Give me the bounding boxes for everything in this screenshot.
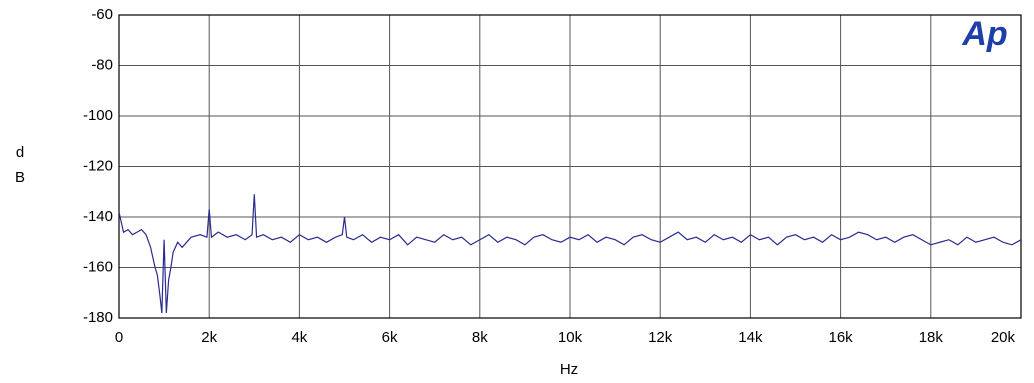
y-tick-label: -60 — [91, 6, 113, 23]
logo: Ap — [961, 15, 1007, 53]
x-tick-label: 8k — [472, 329, 488, 346]
y-tick-label: -80 — [91, 56, 113, 73]
x-tick-label: 12k — [648, 329, 673, 346]
x-tick-label: 18k — [919, 329, 944, 346]
y-tick-label: -100 — [83, 107, 113, 124]
x-tick-label: 20k — [991, 329, 1016, 346]
x-tick-label: 2k — [201, 329, 217, 346]
y-tick-label: -180 — [83, 309, 113, 326]
x-tick-label: 14k — [738, 329, 763, 346]
x-axis-label: Hz — [560, 361, 578, 378]
x-tick-label: 0 — [115, 329, 123, 346]
x-tick-label: 10k — [558, 329, 583, 346]
x-tick-label: 16k — [829, 329, 854, 346]
y-axis-label: d — [16, 144, 24, 161]
x-tick-label: 4k — [291, 329, 307, 346]
y-tick-label: -140 — [83, 208, 113, 225]
y-axis-label: B — [15, 169, 25, 186]
y-tick-label: -120 — [83, 157, 113, 174]
plot-frame — [118, 14, 1022, 319]
y-tick-label: -160 — [83, 258, 113, 275]
x-tick-label: 6k — [382, 329, 398, 346]
data-line — [118, 194, 1022, 314]
